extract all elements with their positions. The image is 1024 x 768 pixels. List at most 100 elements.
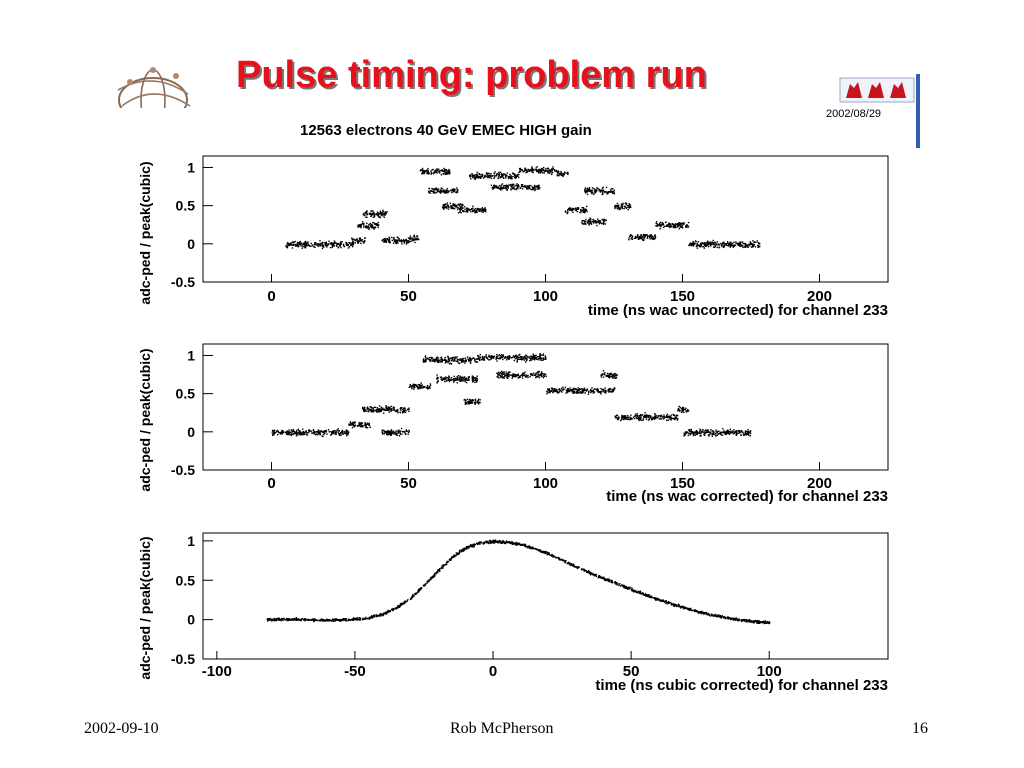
data-point [532, 372, 535, 374]
data-point [415, 237, 417, 240]
data-point [552, 168, 554, 170]
data-point [450, 378, 452, 380]
data-point [392, 608, 395, 610]
data-point [518, 354, 520, 356]
data-point [680, 411, 683, 413]
data-point [528, 357, 530, 359]
data-point [585, 218, 587, 221]
data-point [457, 361, 459, 363]
data-point [321, 242, 323, 244]
data-point [340, 434, 342, 436]
data-point [524, 371, 526, 373]
data-point [466, 403, 468, 405]
data-point [474, 400, 477, 402]
data-point [395, 433, 397, 435]
data-point [707, 434, 710, 436]
data-point [514, 357, 517, 360]
data-point [643, 238, 645, 240]
data-point [444, 380, 446, 383]
data-point [667, 415, 669, 417]
data-point [498, 357, 500, 360]
data-point [452, 203, 454, 205]
data-point [505, 177, 507, 179]
data-point [281, 433, 283, 435]
data-point [464, 208, 466, 210]
data-point [602, 219, 604, 222]
data-point [526, 356, 529, 358]
data-point [620, 206, 622, 208]
data-point [363, 406, 366, 409]
data-point [576, 210, 579, 213]
data-point [666, 416, 668, 418]
data-point [451, 206, 454, 208]
data-point [696, 244, 698, 247]
data-point [505, 542, 508, 544]
data-point [591, 387, 593, 389]
data-point [523, 359, 525, 361]
data-point [391, 431, 393, 433]
data-point [668, 222, 671, 225]
data-point [549, 171, 551, 173]
data-point [448, 363, 451, 365]
data-point [622, 416, 624, 418]
data-point [608, 373, 611, 375]
panel-3-frame [202, 532, 889, 660]
data-point [738, 432, 740, 434]
data-point [436, 168, 438, 170]
data-point [624, 415, 627, 417]
data-point [562, 175, 564, 178]
data-point [443, 203, 445, 206]
data-point [468, 398, 471, 401]
data-point [498, 184, 501, 187]
data-point [400, 239, 402, 241]
data-point [479, 356, 482, 359]
data-point [313, 433, 315, 435]
data-point [743, 242, 745, 245]
data-point [478, 176, 481, 178]
data-point [555, 169, 558, 172]
data-point [569, 387, 571, 389]
data-point [616, 202, 619, 205]
data-point [519, 167, 522, 170]
data-point [497, 177, 500, 179]
data-point [716, 241, 718, 243]
data-point [631, 237, 633, 240]
panel-3-ytick-label: 0.5 [176, 572, 196, 588]
data-point [596, 187, 598, 189]
data-point [357, 424, 359, 427]
data-point [288, 432, 291, 435]
data-point [658, 418, 661, 420]
data-point [367, 407, 369, 410]
data-point [313, 430, 315, 433]
data-point [373, 215, 376, 217]
data-point [638, 237, 640, 239]
data-point [572, 390, 574, 393]
data-point [545, 375, 547, 378]
data-point [415, 385, 418, 387]
data-point [690, 428, 692, 431]
data-point [706, 244, 708, 247]
data-point [713, 431, 715, 433]
data-point [589, 217, 591, 219]
data-point [436, 382, 438, 384]
data-point [321, 247, 324, 250]
data-point [502, 173, 504, 176]
data-point [469, 209, 472, 211]
data-point [456, 187, 458, 189]
data-point [711, 243, 713, 246]
data-point [517, 373, 519, 376]
data-point [272, 433, 274, 436]
data-point [465, 381, 468, 384]
data-point [305, 245, 308, 247]
data-point [726, 432, 729, 434]
data-point [536, 170, 538, 173]
data-point [634, 414, 636, 417]
data-point [741, 244, 743, 246]
data-point [420, 169, 422, 171]
data-point [447, 192, 449, 194]
data-point [749, 430, 752, 432]
data-point [373, 213, 375, 215]
data-point [437, 169, 439, 171]
data-point [601, 374, 603, 376]
data-point [644, 416, 646, 418]
